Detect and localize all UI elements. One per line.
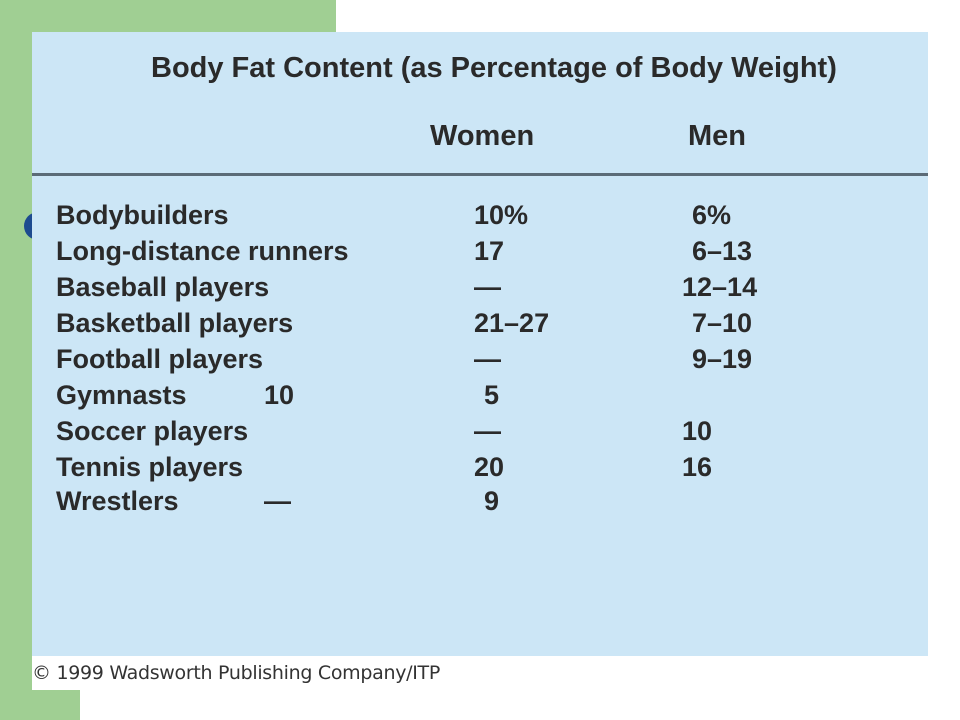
row-sport-label: Gymnasts — [56, 380, 187, 410]
row-men-value: 9–19 — [692, 344, 753, 374]
row-men-value: 5 — [484, 380, 500, 410]
row-sport-label: Baseball players — [56, 272, 270, 302]
row-men-value: 12–14 — [682, 272, 758, 302]
copyright-footer: © 1999 Wadsworth Publishing Company/ITP — [32, 656, 928, 690]
body-fat-table-panel: Body Fat Content (as Percentage of Body … — [32, 32, 928, 656]
row-men-value: 9 — [484, 486, 500, 516]
row-women-value: — — [474, 344, 501, 374]
row-sport-label: Football players — [56, 344, 264, 374]
row-women-value: — — [264, 486, 291, 516]
row-sport-label: Basketball players — [56, 308, 294, 338]
row-sport-label: Tennis players — [56, 452, 244, 482]
row-women-value: 21–27 — [474, 308, 550, 338]
row-women-value: — — [474, 416, 501, 446]
column-header-women: Women — [430, 120, 535, 152]
row-sport-label: Long-distance runners — [56, 236, 349, 266]
table-title: Body Fat Content (as Percentage of Body … — [151, 52, 837, 84]
row-sport-label: Bodybuilders — [56, 200, 229, 230]
row-men-value: 16 — [682, 452, 713, 482]
row-men-value: 10 — [682, 416, 713, 446]
row-women-value: 17 — [474, 236, 505, 266]
row-sport-label: Wrestlers — [56, 486, 179, 516]
row-men-value: 6–13 — [692, 236, 753, 266]
header-divider — [32, 173, 928, 176]
column-header-men: Men — [688, 120, 746, 152]
row-women-value: 10% — [474, 200, 529, 230]
row-men-value: 6% — [692, 200, 732, 230]
row-men-value: 7–10 — [692, 308, 753, 338]
row-women-value: 20 — [474, 452, 505, 482]
row-sport-label: Soccer players — [56, 416, 249, 446]
row-women-value: 10 — [264, 380, 295, 410]
row-women-value: — — [474, 272, 501, 302]
copyright-text: © 1999 Wadsworth Publishing Company/ITP — [32, 662, 441, 684]
